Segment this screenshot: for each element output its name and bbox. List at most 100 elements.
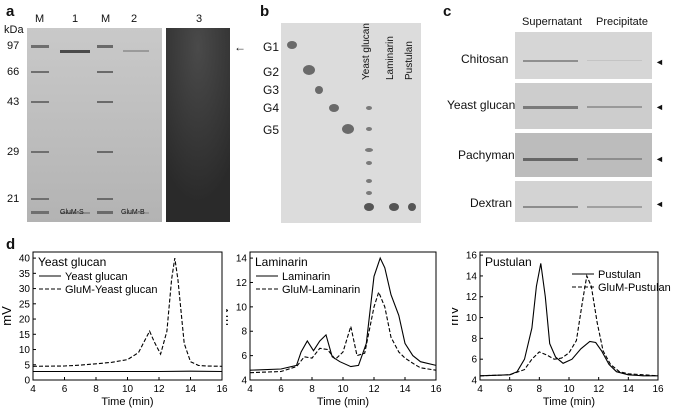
x-tick-label: 4 xyxy=(247,384,253,395)
x-tick-label: 6 xyxy=(278,384,284,395)
legend-label: Laminarin xyxy=(282,271,330,283)
series-line-treated xyxy=(249,290,437,374)
plot-frame xyxy=(249,251,437,381)
y-tick-label: 5 xyxy=(24,360,30,371)
lane-label-pustulan: Pustulan xyxy=(404,41,415,80)
kda-unit-label: kDa xyxy=(4,24,24,36)
series-line-treated xyxy=(32,258,223,367)
row-chitosan: Chitosan xyxy=(461,52,509,66)
y-axis-label: mV xyxy=(452,306,461,326)
lane-label-laminarin: Laminarin xyxy=(385,36,396,80)
chart-laminarin: 4 6 8 10 12 14 16 4 6 8 10 12 14 Time (min) mV Laminari… xyxy=(226,251,442,408)
lane-label-yeast-glucan: Yeast glucan xyxy=(361,23,372,80)
chart-yeast-glucan: 4 6 8 10 12 14 16 0 5 10 15 20 25 30 35 40 Time (min) mV Y… xyxy=(0,251,228,408)
zymogram-gel xyxy=(166,28,230,222)
marker-66: 66 xyxy=(7,66,20,78)
x-tick-label: 12 xyxy=(153,384,165,395)
column-supernatant: Supernatant xyxy=(522,16,582,28)
legend-label: Yeast glucan xyxy=(65,271,128,283)
lane-header-2: 2 xyxy=(131,13,138,25)
lane-header-1: 1 xyxy=(72,13,79,25)
marker-21: 21 xyxy=(7,193,20,205)
legend-label: GluM-Yeast glucan xyxy=(65,284,158,296)
chart-title: Yeast glucan xyxy=(38,255,106,269)
tlc-plate xyxy=(281,23,421,223)
legend-label: Pustulan xyxy=(598,269,641,281)
y-tick-label: 10 xyxy=(236,302,248,313)
x-tick-label: 10 xyxy=(563,384,575,395)
y-tick-label: 14 xyxy=(236,254,248,265)
y-tick-label: 40 xyxy=(19,254,31,265)
standard-g3: G3 xyxy=(263,83,280,97)
y-tick-label: 30 xyxy=(19,284,31,295)
band-arrow-icon: ← xyxy=(234,40,246,54)
y-tick-label: 10 xyxy=(466,313,478,324)
standard-g4: G4 xyxy=(263,101,280,115)
column-precipitate: Precipitate xyxy=(596,16,648,28)
x-tick-label: 14 xyxy=(623,384,635,395)
standard-g2: G2 xyxy=(263,65,280,79)
row-pachyman: Pachyman xyxy=(458,148,515,162)
y-tick-label: 6 xyxy=(241,351,247,362)
panel-letter-c: c xyxy=(443,3,452,20)
marker-43: 43 xyxy=(7,96,20,108)
lane-header-m2: M xyxy=(101,13,111,25)
y-tick-label: 25 xyxy=(19,299,31,310)
x-tick-label: 16 xyxy=(216,384,228,395)
standard-g1: G1 xyxy=(263,40,280,54)
x-tick-label: 12 xyxy=(368,384,380,395)
chitosan-arrow-icon: ◄ xyxy=(655,57,664,67)
x-tick-label: 12 xyxy=(593,384,605,395)
x-tick-label: 4 xyxy=(477,384,483,395)
x-tick-label: 8 xyxy=(309,384,315,395)
x-tick-label: 8 xyxy=(537,384,543,395)
series-line-control xyxy=(249,256,437,371)
x-axis-label: Time (min) xyxy=(101,396,153,408)
legend-label: GluM-Laminarin xyxy=(282,284,360,296)
x-axis-label: Time (min) xyxy=(317,396,369,408)
x-tick-label: 16 xyxy=(430,384,442,395)
panel-letter-d: d xyxy=(6,236,16,253)
x-tick-label: 14 xyxy=(399,384,411,395)
y-tick-label: 15 xyxy=(19,330,31,341)
y-tick-label: 14 xyxy=(466,271,478,282)
panel-letter-a: a xyxy=(6,3,15,20)
marker-29: 29 xyxy=(7,146,20,158)
x-tick-label: 6 xyxy=(62,384,68,395)
x-tick-label: 16 xyxy=(652,384,664,395)
row-yeast-glucan: Yeast glucan xyxy=(447,98,516,112)
dextran-arrow-icon: ◄ xyxy=(655,199,664,209)
series-line-control xyxy=(479,263,658,377)
lane-header-m1: M xyxy=(35,13,45,25)
y-axis-label: mV xyxy=(226,306,231,326)
series-line-treated xyxy=(479,273,659,377)
sds-page-gel xyxy=(27,28,162,222)
y-tick-label: 10 xyxy=(19,345,31,356)
lane-label-glum-b: GluM-B xyxy=(121,209,145,216)
x-tick-label: 14 xyxy=(185,384,197,395)
x-tick-label: 4 xyxy=(30,384,36,395)
x-axis-label: Time (min) xyxy=(543,396,595,408)
chart-title: Pustulan xyxy=(485,255,532,269)
lane-label-glum-s: GluM-S xyxy=(60,209,84,216)
y-tick-label: 35 xyxy=(19,269,31,280)
y-tick-label: 20 xyxy=(19,315,31,326)
panel-letter-b: b xyxy=(260,3,270,20)
y-tick-label: 0 xyxy=(24,376,30,387)
legend-label: GluM-Pustulan xyxy=(598,282,671,294)
x-tick-label: 10 xyxy=(122,384,134,395)
x-tick-label: 8 xyxy=(93,384,99,395)
chart-title: Laminarin xyxy=(255,255,308,269)
pachyman-arrow-icon: ◄ xyxy=(655,154,664,164)
x-tick-label: 10 xyxy=(337,384,349,395)
row-dextran: Dextran xyxy=(470,196,513,210)
y-tick-label: 8 xyxy=(241,327,247,338)
binding-assay-gels xyxy=(515,32,652,222)
y-tick-label: 4 xyxy=(471,376,477,387)
y-tick-label: 12 xyxy=(466,292,478,303)
y-axis-label: mV xyxy=(0,306,14,326)
chart-pustulan: 4 6 8 10 12 14 16 4 6 8 10 12 14 16 Time (min) mV Pustul… xyxy=(452,251,671,408)
standard-g5: G5 xyxy=(263,123,280,137)
yeast-glucan-arrow-icon: ◄ xyxy=(655,102,664,112)
y-tick-label: 6 xyxy=(471,355,477,366)
